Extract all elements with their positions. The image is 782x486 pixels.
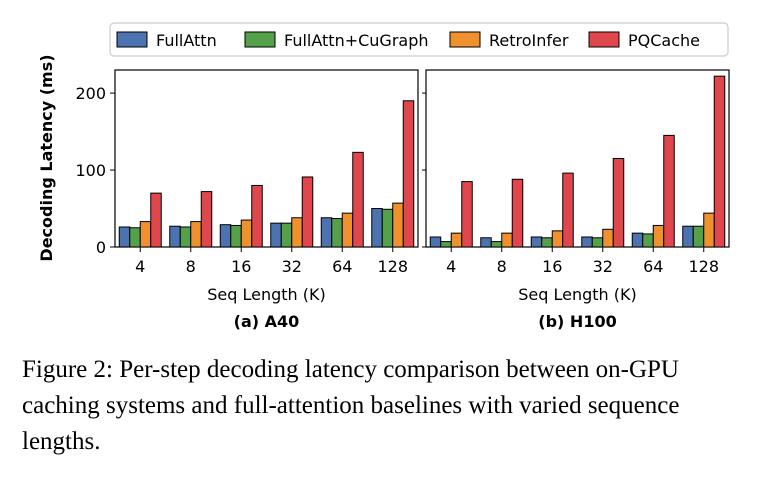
bar-fullattn-cugraph-4 bbox=[440, 241, 452, 248]
bar-pqcache-32 bbox=[612, 158, 625, 248]
legend-swatch-pqcache bbox=[588, 31, 620, 48]
x-tick-label: 64 bbox=[643, 257, 663, 276]
x-tick-label: 128 bbox=[688, 257, 719, 276]
x-tick-label: 16 bbox=[542, 257, 562, 276]
legend-swatch-retroinfer bbox=[449, 31, 481, 48]
bar-retroinfer-4 bbox=[450, 232, 463, 248]
x-tick-label: 32 bbox=[282, 257, 302, 276]
x-tick-label: 4 bbox=[446, 257, 456, 276]
bar-fullattn-16 bbox=[219, 224, 232, 248]
bar-fullattn-32 bbox=[581, 236, 593, 248]
bar-fullattn-cugraph-16 bbox=[230, 224, 242, 248]
bar-retroinfer-32 bbox=[291, 217, 303, 248]
bar-fullattn-cugraph-64 bbox=[642, 233, 654, 248]
x-tick-label: 128 bbox=[377, 257, 408, 276]
legend-swatch-fullattn bbox=[116, 31, 148, 48]
plot-frame bbox=[425, 69, 730, 248]
y-tick-label: 0 bbox=[96, 238, 106, 257]
bar-fullattn-cugraph-8 bbox=[179, 226, 192, 248]
bar-fullattn-128 bbox=[371, 208, 383, 248]
plot-frame bbox=[114, 69, 419, 248]
bar-fullattn-cugraph-8 bbox=[490, 241, 503, 248]
legend-label-fullattn-cugraph: FullAttn+CuGraph bbox=[284, 31, 429, 50]
x-tick-label: 64 bbox=[332, 257, 352, 276]
bar-pqcache-128 bbox=[713, 75, 726, 248]
bar-fullattn-4 bbox=[118, 226, 131, 248]
bar-fullattn-cugraph-4 bbox=[129, 227, 141, 248]
bar-pqcache-64 bbox=[352, 151, 364, 248]
bar-fullattn-32 bbox=[270, 222, 282, 248]
bar-pqcache-64 bbox=[663, 134, 675, 248]
bar-retroinfer-32 bbox=[602, 228, 614, 248]
subplot-title: (b) H100 bbox=[538, 312, 616, 331]
bar-pqcache-4 bbox=[150, 192, 162, 248]
panel-h100: 4 8 16 32 64 128 Seq Length (K) (b) H100 bbox=[422, 69, 730, 331]
legend-frame bbox=[109, 22, 729, 57]
bar-fullattn-16 bbox=[530, 236, 543, 248]
bar-fullattn-cugraph-32 bbox=[591, 237, 604, 248]
bar-retroinfer-4 bbox=[139, 221, 152, 248]
bar-retroinfer-128 bbox=[392, 202, 404, 248]
bar-retroinfer-8 bbox=[190, 221, 202, 248]
legend-label-retroinfer: RetroInfer bbox=[489, 31, 569, 50]
bar-fullattn-cugraph-16 bbox=[541, 237, 553, 248]
subplot-title: (a) A40 bbox=[234, 312, 300, 331]
bar-retroinfer-128 bbox=[703, 212, 715, 248]
x-tick-label: 32 bbox=[593, 257, 613, 276]
bar-fullattn-cugraph-128 bbox=[381, 208, 394, 248]
bar-pqcache-16 bbox=[562, 172, 574, 248]
y-tick-label: 200 bbox=[75, 84, 106, 103]
y-tick-label: 100 bbox=[75, 161, 106, 180]
bar-retroinfer-16 bbox=[240, 219, 253, 248]
bar-retroinfer-8 bbox=[501, 232, 513, 248]
legend-label-pqcache: PQCache bbox=[628, 31, 700, 50]
bar-fullattn-64 bbox=[631, 232, 644, 248]
x-tick-label: 8 bbox=[497, 257, 507, 276]
x-axis-label: Seq Length (K) bbox=[518, 285, 637, 304]
bar-retroinfer-64 bbox=[341, 212, 354, 248]
bar-retroinfer-16 bbox=[551, 230, 564, 248]
bar-fullattn-128 bbox=[682, 225, 694, 248]
x-tick-label: 4 bbox=[135, 257, 145, 276]
figure: FullAttn FullAttn+CuGraph RetroInfer PQC… bbox=[37, 22, 730, 331]
legend: FullAttn FullAttn+CuGraph RetroInfer PQC… bbox=[109, 22, 729, 57]
bar-pqcache-32 bbox=[301, 176, 314, 248]
bar-pqcache-128 bbox=[402, 100, 415, 248]
bar-retroinfer-64 bbox=[652, 224, 665, 248]
bar-fullattn-cugraph-32 bbox=[280, 222, 293, 248]
y-axis-label: Decoding Latency (ms) bbox=[37, 54, 56, 261]
x-tick-label: 8 bbox=[186, 257, 196, 276]
legend-label-fullattn: FullAttn bbox=[156, 31, 217, 50]
legend-swatch-fullattn-cugraph bbox=[244, 31, 276, 48]
bar-pqcache-16 bbox=[251, 184, 263, 248]
bar-fullattn-64 bbox=[320, 217, 333, 248]
figure-caption: Figure 2: Per-step decoding latency comp… bbox=[22, 356, 680, 455]
bar-pqcache-8 bbox=[200, 191, 213, 248]
x-tick-label: 16 bbox=[231, 257, 251, 276]
bar-pqcache-4 bbox=[461, 181, 473, 248]
panel-a40: 4 8 16 32 64 128 0 100 200 Seq Length (K) (a) A40 bbox=[75, 69, 419, 331]
bar-fullattn-8 bbox=[169, 225, 181, 248]
bar-pqcache-8 bbox=[511, 178, 524, 248]
bar-fullattn-4 bbox=[429, 236, 442, 248]
x-axis-label: Seq Length (K) bbox=[207, 285, 326, 304]
bar-fullattn-cugraph-64 bbox=[331, 218, 343, 248]
bar-fullattn-cugraph-128 bbox=[692, 225, 705, 248]
bar-fullattn-8 bbox=[480, 237, 492, 248]
